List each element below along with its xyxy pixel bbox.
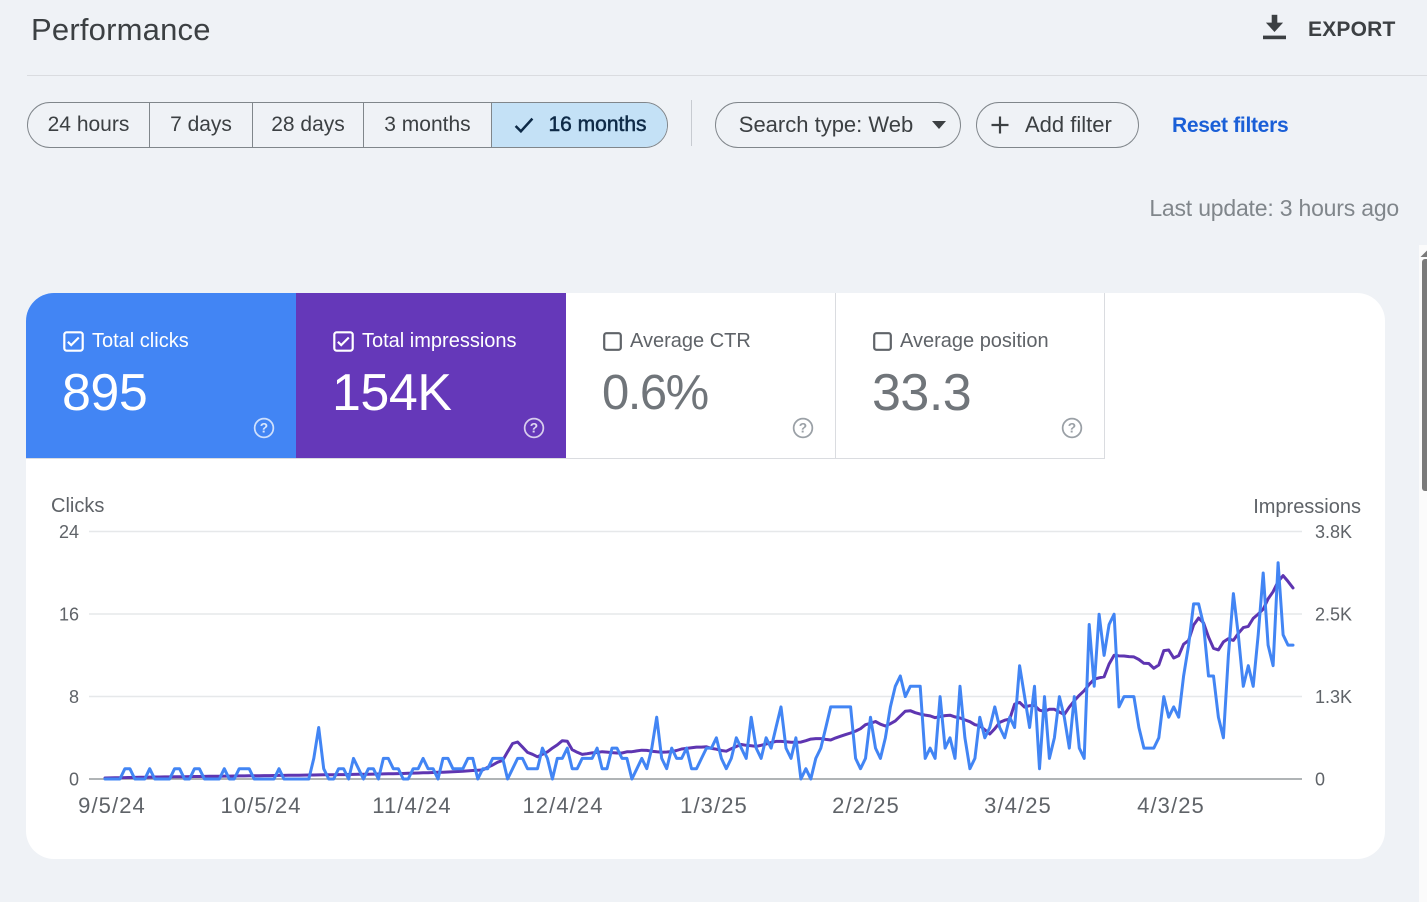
svg-text:0: 0: [1315, 770, 1325, 790]
svg-text:3.8K: 3.8K: [1315, 522, 1352, 542]
svg-text:8: 8: [69, 687, 79, 707]
svg-text:1/3/25: 1/3/25: [680, 793, 748, 818]
svg-text:0: 0: [69, 770, 79, 790]
svg-text:?: ?: [260, 420, 268, 435]
svg-text:9/5/24: 9/5/24: [78, 793, 146, 818]
svg-text:2/2/25: 2/2/25: [832, 793, 900, 818]
svg-text:1.3K: 1.3K: [1315, 687, 1352, 707]
svg-text:2.5K: 2.5K: [1315, 605, 1352, 625]
svg-text:Clicks: Clicks: [51, 495, 104, 517]
svg-text:12/4/24: 12/4/24: [522, 793, 603, 818]
svg-text:3/4/25: 3/4/25: [984, 793, 1052, 818]
svg-text:11/4/24: 11/4/24: [372, 793, 451, 818]
svg-text:?: ?: [799, 420, 807, 435]
svg-text:4/3/25: 4/3/25: [1137, 793, 1205, 818]
svg-text:Impressions: Impressions: [1253, 496, 1361, 518]
svg-text:10/5/24: 10/5/24: [220, 793, 301, 818]
svg-text:?: ?: [530, 420, 538, 435]
svg-text:16: 16: [59, 605, 79, 625]
svg-text:24: 24: [59, 522, 79, 542]
svg-text:?: ?: [1068, 420, 1076, 435]
